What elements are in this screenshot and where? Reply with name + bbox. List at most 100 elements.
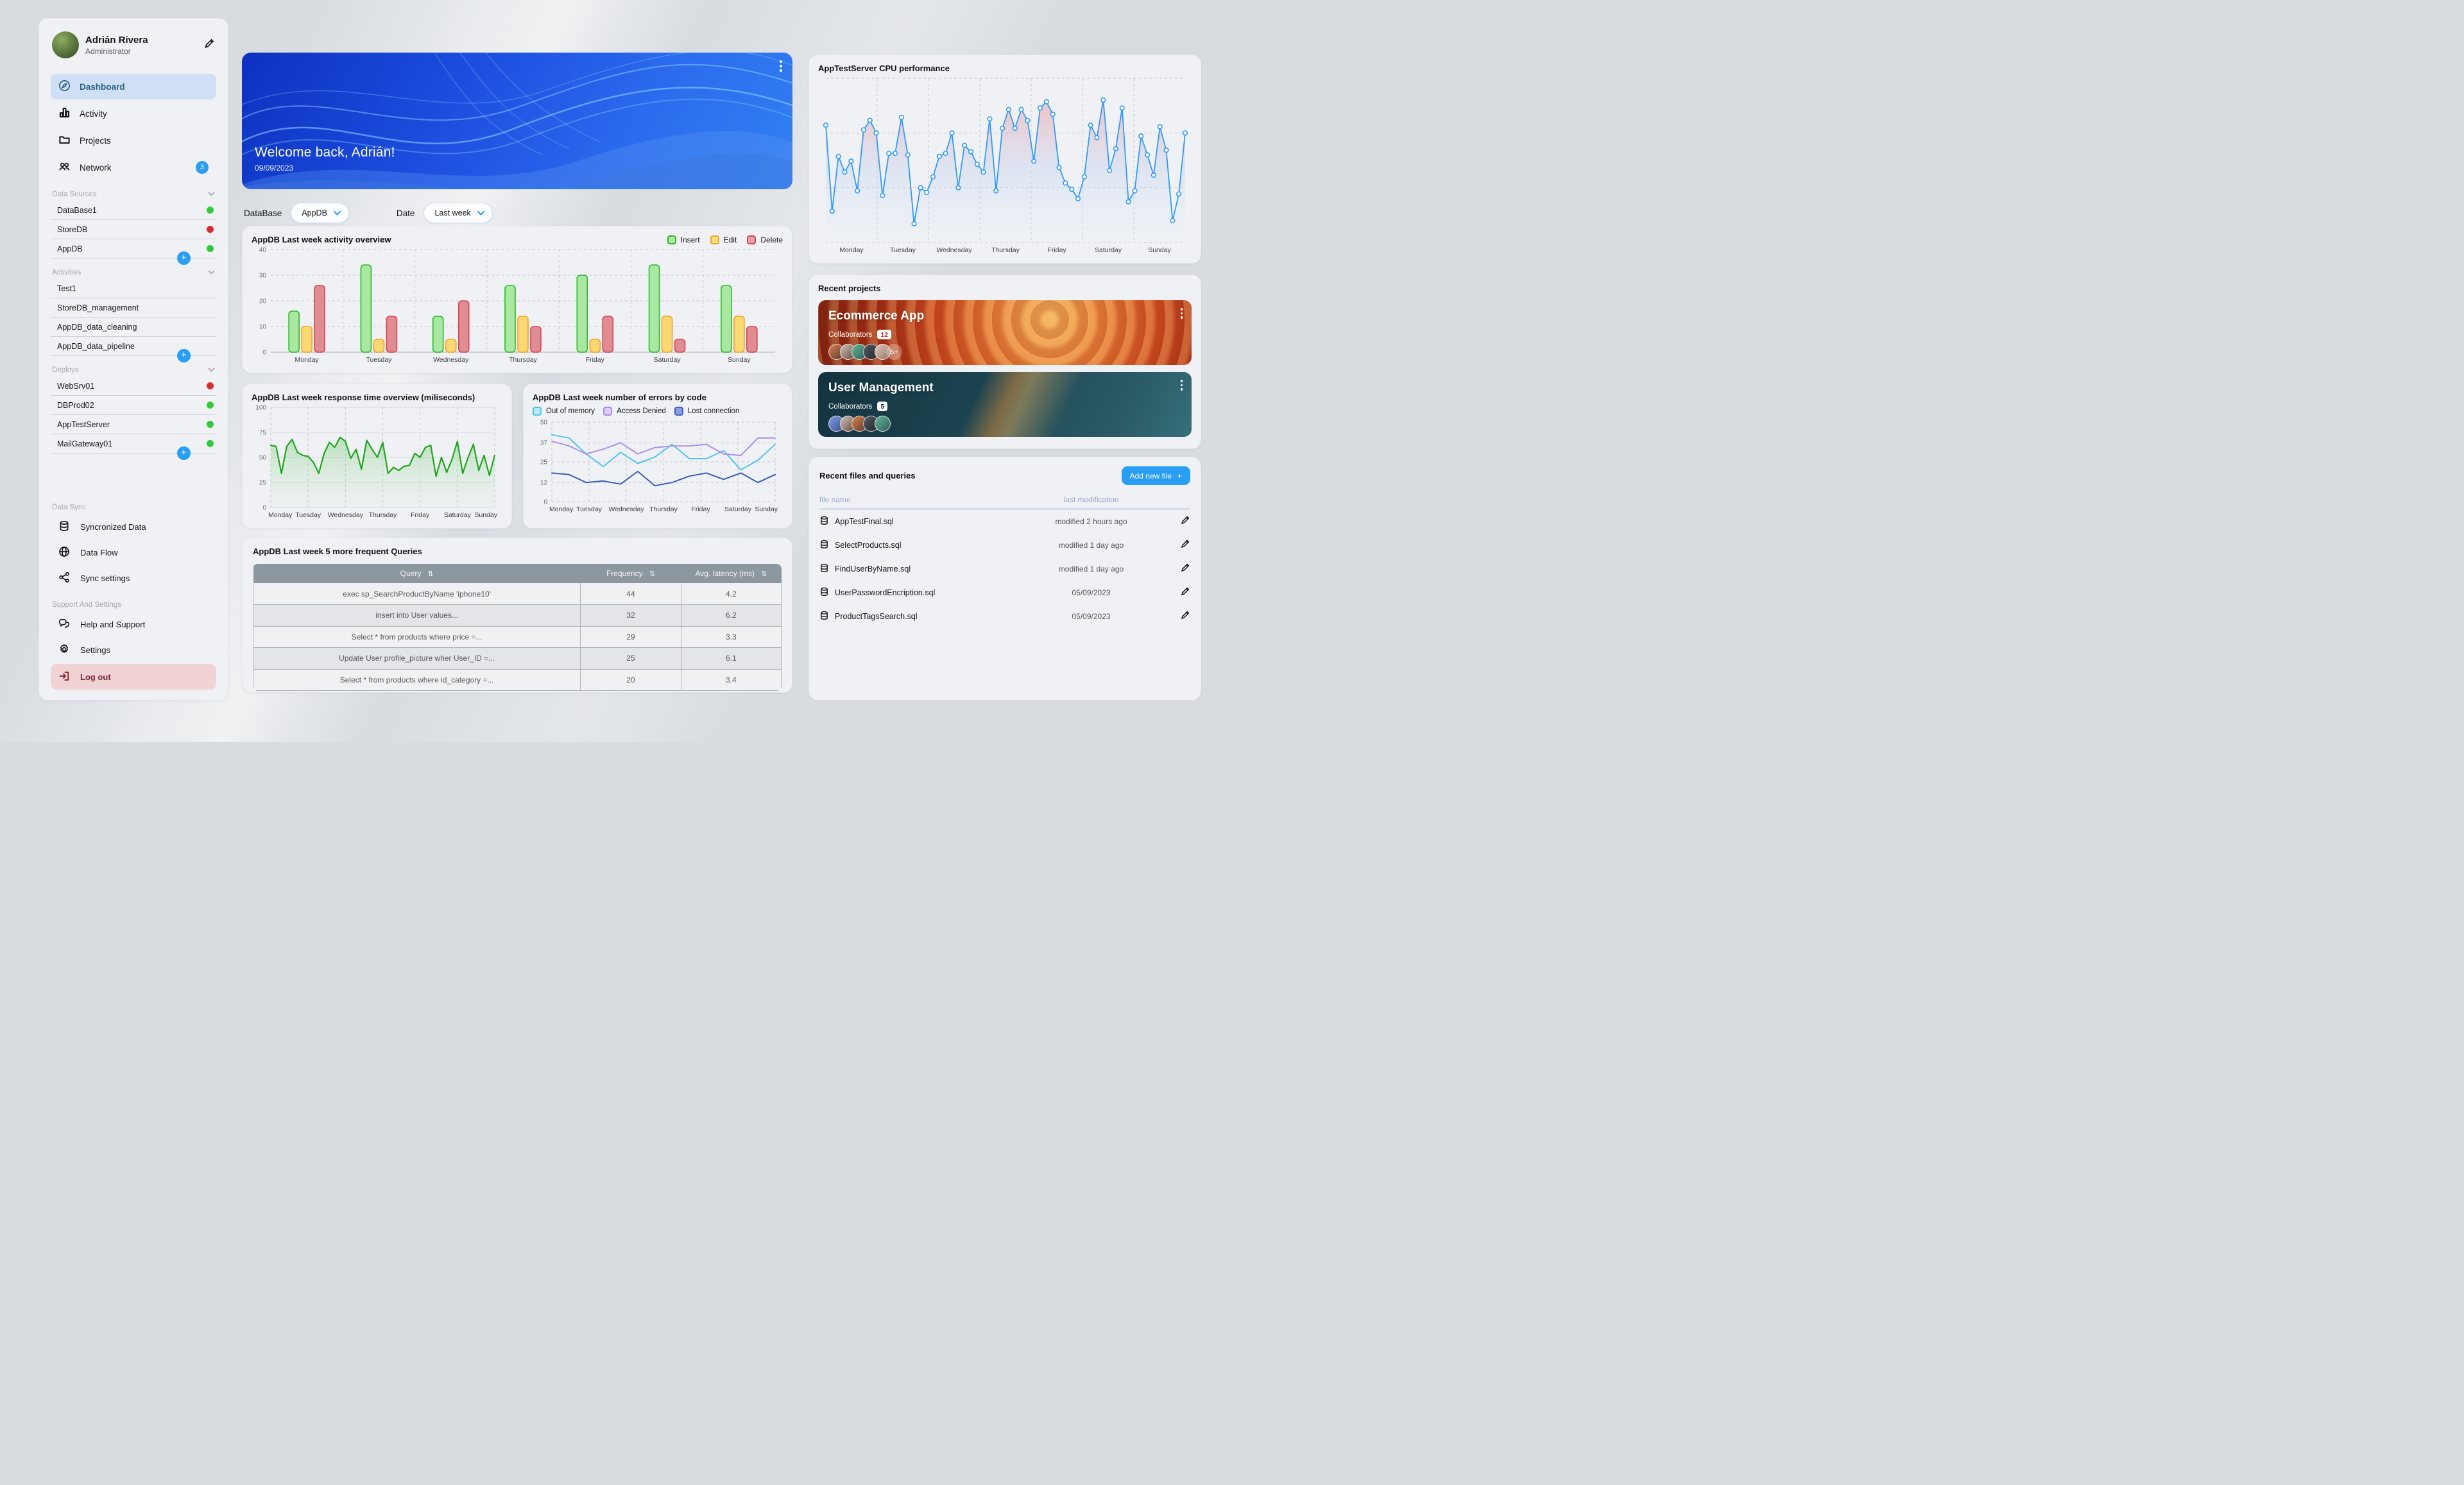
database-select[interactable]: AppDB <box>291 203 349 223</box>
sidebar-item-activity[interactable]: Activity <box>51 101 216 126</box>
activity-item[interactable]: AppDB_data_cleaning <box>51 318 216 337</box>
status-dot-green <box>207 440 214 447</box>
project-menu-kebab-icon[interactable] <box>1180 308 1183 319</box>
date-select[interactable]: Last week <box>424 203 493 223</box>
sidebar: Adrián Rivera Administrator Dashboard Ac… <box>38 18 228 700</box>
file-row[interactable]: SelectProducts.sql modified 1 day ago <box>819 533 1190 557</box>
file-row[interactable]: AppTestFinal.sql modified 2 hours ago <box>819 509 1190 533</box>
chevron-down-icon <box>208 191 215 198</box>
activity-item[interactable]: AppDB_data_pipeline <box>51 337 216 356</box>
chart-title: AppDB Last week activity overview <box>252 235 391 244</box>
svg-text:20: 20 <box>259 298 267 305</box>
legend-lost-connection[interactable]: Lost connection <box>674 407 739 416</box>
section-header-data-sources[interactable]: Data Sources <box>52 191 215 198</box>
collaborators-count-badge: 5 <box>877 402 888 411</box>
deploy-item[interactable]: DBProd02 <box>51 396 216 415</box>
legend-out-of-memory[interactable]: Out of memory <box>533 407 595 416</box>
legend-swatch <box>674 407 683 416</box>
datasource-item[interactable]: StoreDB <box>51 220 216 239</box>
edit-file-icon[interactable] <box>1165 539 1190 551</box>
recent-files-card: Recent files and queries Add new file + … <box>809 457 1201 700</box>
status-dot-green <box>207 421 214 428</box>
datasource-item[interactable]: DataBase1 <box>51 201 216 220</box>
svg-text:Wednesday: Wednesday <box>328 511 364 519</box>
svg-text:Friday: Friday <box>586 356 605 364</box>
column-header-frequency[interactable]: Frequency ⇅ <box>580 564 681 583</box>
status-dot-green <box>207 245 214 252</box>
svg-text:25: 25 <box>259 480 267 487</box>
table-title: AppDB Last week 5 more frequent Queries <box>253 547 422 556</box>
project-menu-kebab-icon[interactable] <box>1180 380 1183 391</box>
svg-text:25: 25 <box>540 459 548 466</box>
svg-text:Friday: Friday <box>1047 246 1066 254</box>
sidebar-item-settings[interactable]: Settings <box>51 637 216 663</box>
file-row[interactable]: ProductTagsSearch.sql 05/09/2023 <box>819 604 1190 628</box>
sidebar-item-dashboard[interactable]: Dashboard <box>51 74 216 99</box>
project-card-user-management[interactable]: User Management Collaborators 5 <box>818 372 1192 437</box>
logout-button[interactable]: Log out <box>51 664 216 690</box>
sidebar-item-data-flow[interactable]: Data Flow <box>51 539 216 565</box>
response-time-chart: 0 25 50 75 100 Monday Tuesday Wednesday Thursday… <box>255 405 497 520</box>
deploy-item[interactable]: WebSrv01 <box>51 377 216 396</box>
file-row[interactable]: FindUserByName.sql modified 1 day ago <box>819 557 1190 581</box>
database-icon <box>819 516 829 527</box>
gear-icon <box>58 643 70 657</box>
svg-text:Sunday: Sunday <box>755 505 778 513</box>
activity-item[interactable]: Test1 <box>51 279 216 298</box>
nav-label: Projects <box>80 135 111 146</box>
project-card-ecommerce[interactable]: Ecommerce App Collaborators 12 5+ <box>818 300 1192 365</box>
legend-access-denied[interactable]: Access Denied <box>603 407 666 416</box>
datasource-item[interactable]: AppDB <box>51 239 216 259</box>
sidebar-item-help-support[interactable]: Help and Support <box>51 611 216 637</box>
deploy-item[interactable]: MailGateway01 <box>51 434 216 454</box>
svg-text:75: 75 <box>259 430 267 437</box>
add-activity-button[interactable]: + <box>177 349 191 362</box>
sort-icon[interactable]: ⇅ <box>427 570 434 578</box>
edit-file-icon[interactable] <box>1165 563 1190 575</box>
column-file-name: file name <box>819 495 851 504</box>
table-row: exec sp_SearchProductByName 'iphone10' 44… <box>253 583 782 605</box>
edit-file-icon[interactable] <box>1165 610 1190 622</box>
banner-menu-kebab-icon[interactable] <box>780 60 782 72</box>
svg-text:Tuesday: Tuesday <box>366 356 392 364</box>
file-name: UserPasswordEncription.sql <box>835 588 936 597</box>
sort-icon[interactable]: ⇅ <box>760 570 767 578</box>
welcome-title: Welcome back, Adrián! <box>255 145 395 160</box>
svg-text:50: 50 <box>540 420 548 427</box>
section-header-activities[interactable]: Activities <box>52 269 215 276</box>
legend-delete[interactable]: Delete <box>747 235 783 244</box>
sidebar-item-sync-settings[interactable]: Sync settings <box>51 565 216 591</box>
column-header-query[interactable]: Query ⇅ <box>253 564 581 583</box>
edit-profile-icon[interactable] <box>203 38 215 53</box>
file-row[interactable]: UserPasswordEncription.sql 05/09/2023 <box>819 581 1190 604</box>
svg-text:Thursday: Thursday <box>991 246 1020 254</box>
sidebar-item-syncronized-data[interactable]: Syncronized Data <box>51 514 216 539</box>
legend-insert[interactable]: Insert <box>667 235 700 244</box>
add-datasource-button[interactable]: + <box>177 251 191 265</box>
welcome-date: 09/09/2023 <box>255 164 294 173</box>
column-header-latency[interactable]: Avg. latency (ms) ⇅ <box>681 564 782 583</box>
sort-icon[interactable]: ⇅ <box>649 570 655 578</box>
sidebar-item-network[interactable]: Network 3 <box>51 155 216 180</box>
status-dot-red <box>207 382 214 389</box>
add-new-file-button[interactable]: Add new file + <box>1121 466 1190 485</box>
svg-text:Friday: Friday <box>691 505 710 513</box>
activity-item[interactable]: StoreDB_management <box>51 298 216 318</box>
database-icon <box>819 563 829 575</box>
svg-text:Tuesday: Tuesday <box>295 511 321 519</box>
deploy-item[interactable]: AppTestServer <box>51 415 216 434</box>
svg-text:Saturday: Saturday <box>1095 246 1122 254</box>
collaborators-count-badge: 12 <box>877 330 892 339</box>
add-deploy-button[interactable]: + <box>177 446 191 460</box>
cpu-performance-card: AppTestServer CPU performance Monday Tues… <box>809 55 1201 264</box>
edit-file-icon[interactable] <box>1165 586 1190 598</box>
svg-text:30: 30 <box>259 273 267 280</box>
section-header-deploys[interactable]: Deploys <box>52 366 215 374</box>
edit-file-icon[interactable] <box>1165 515 1190 527</box>
globe-icon <box>58 546 70 559</box>
user-avatar <box>52 31 79 58</box>
sidebar-item-projects[interactable]: Projects <box>51 128 216 153</box>
svg-text:37: 37 <box>540 440 548 447</box>
collaborator-avatars: 5+ <box>828 344 1181 360</box>
legend-edit[interactable]: Edit <box>710 235 737 244</box>
